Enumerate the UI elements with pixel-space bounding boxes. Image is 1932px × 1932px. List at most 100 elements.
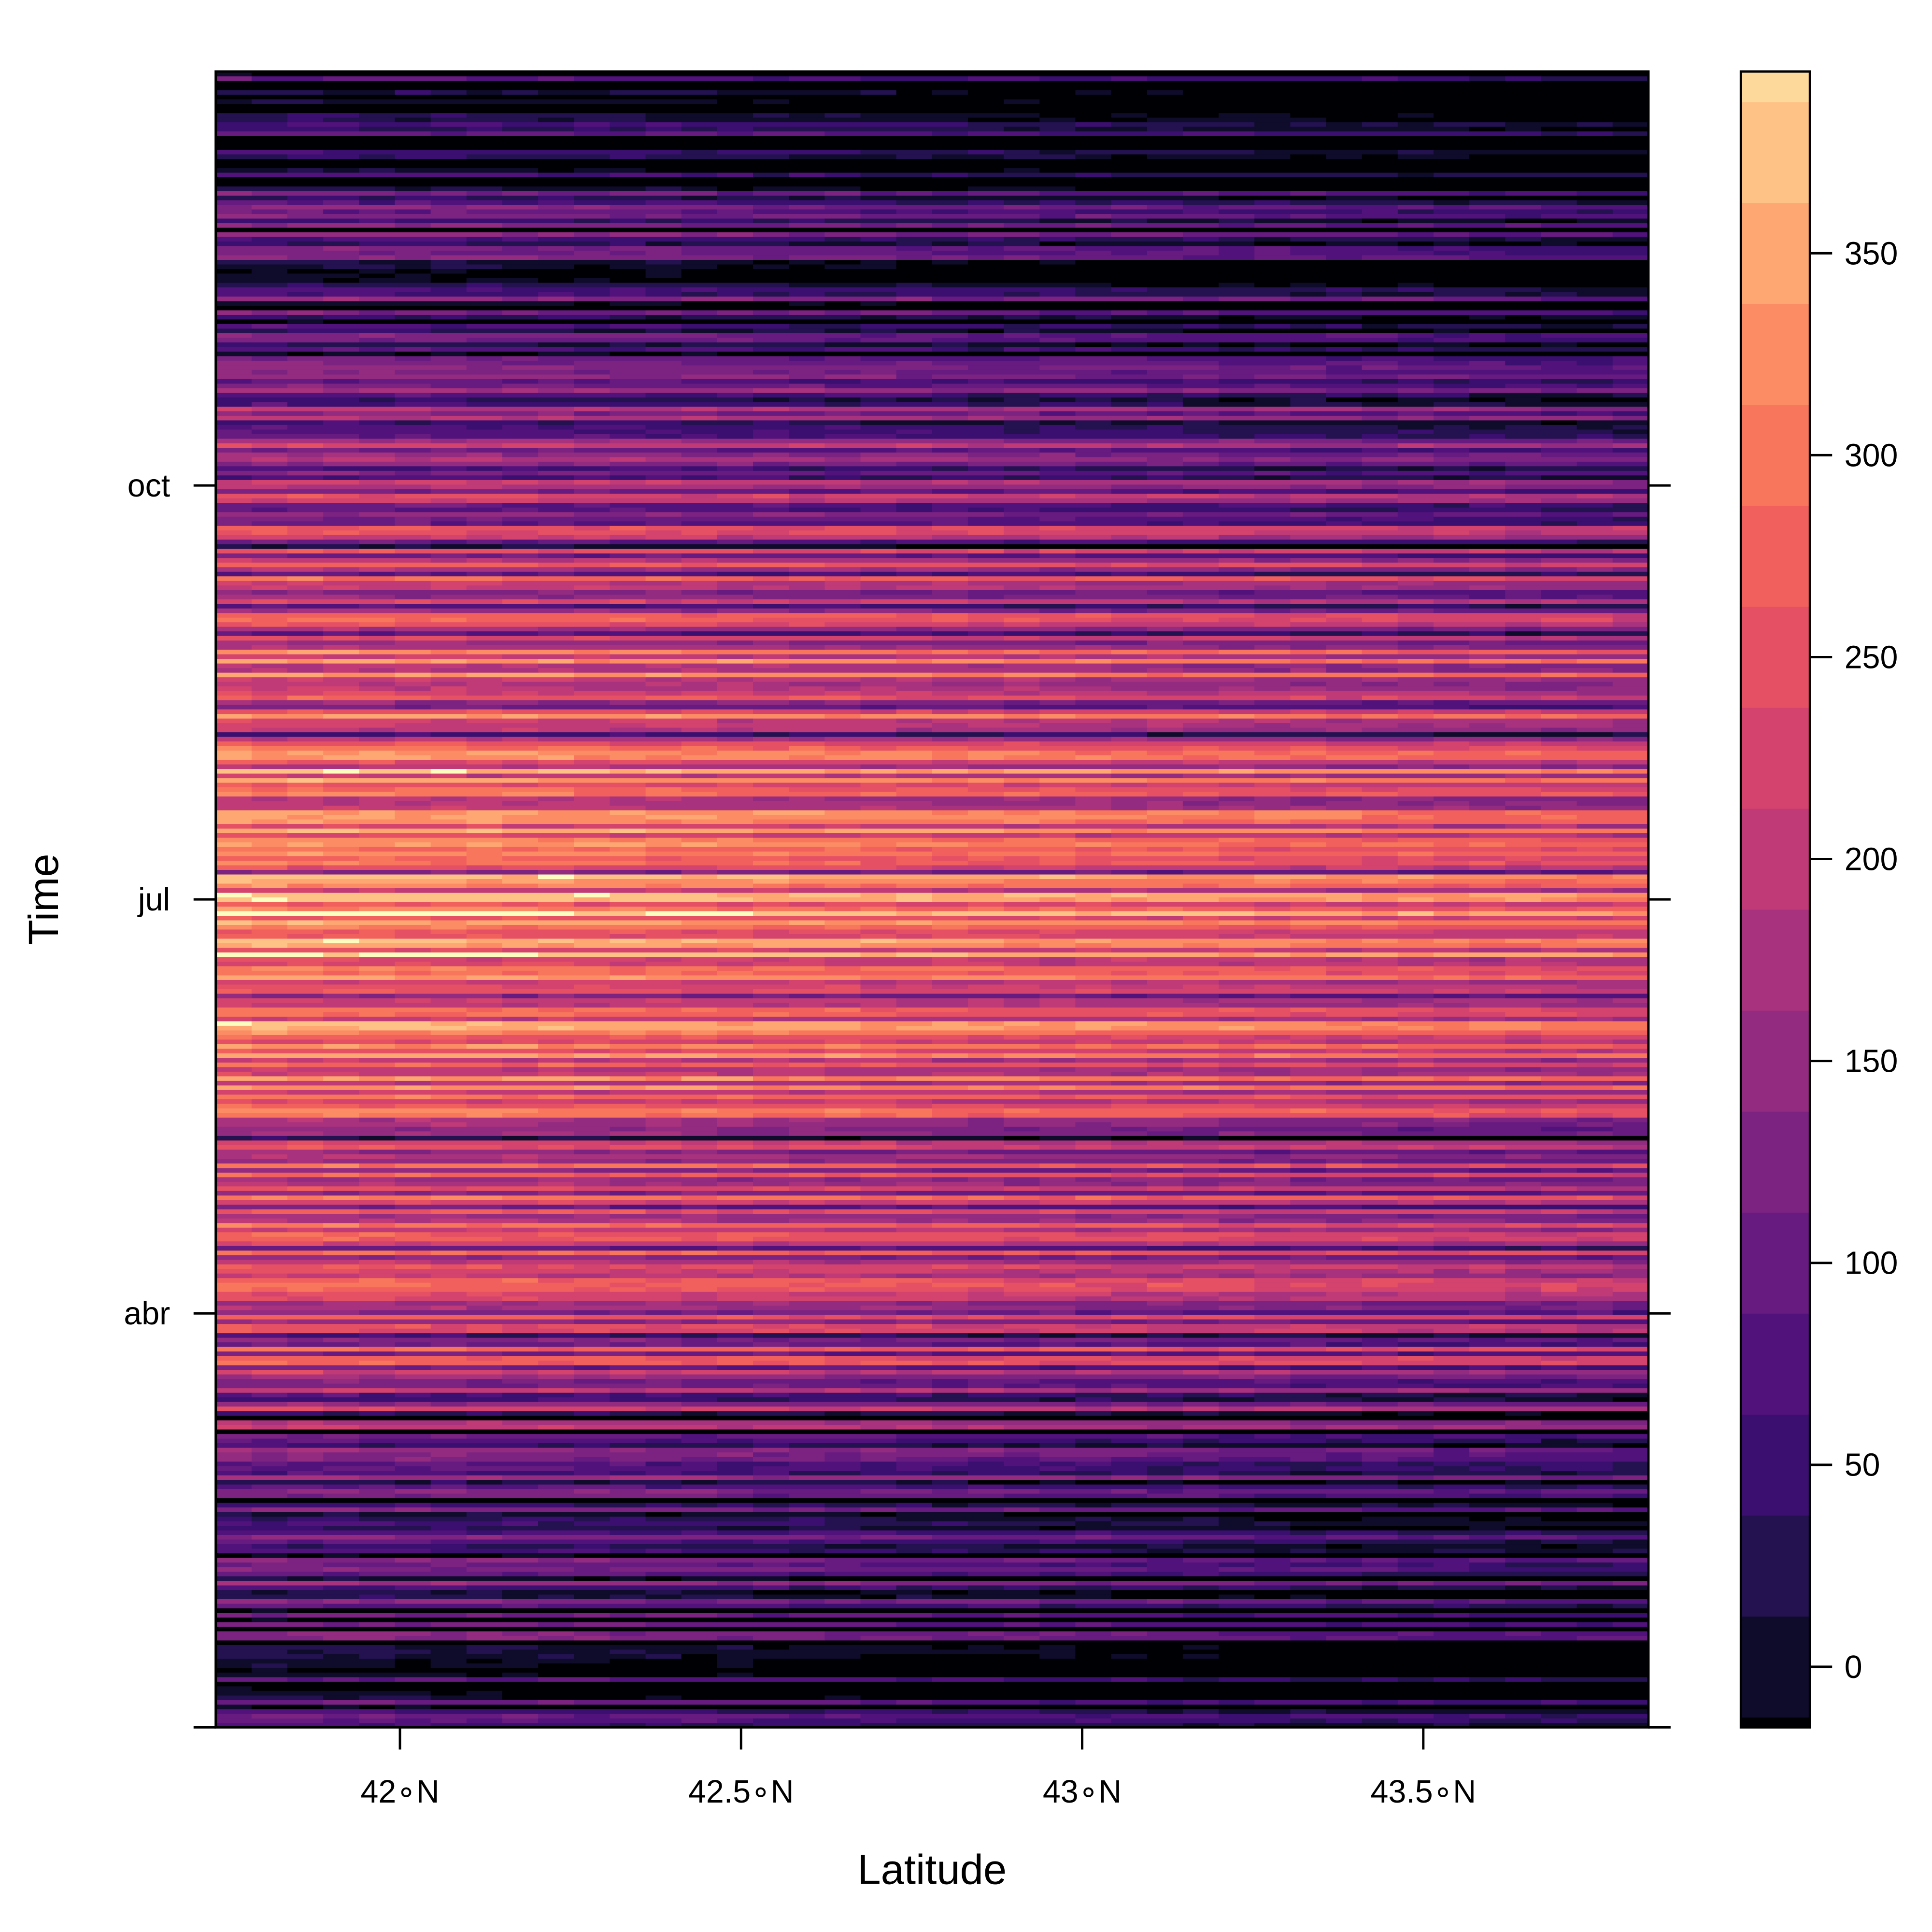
heatmap-cell — [430, 668, 539, 673]
heatmap-cell — [430, 1076, 503, 1081]
heatmap-cell — [502, 1323, 539, 1329]
heatmap-cell — [395, 1663, 431, 1668]
heatmap-cell — [1433, 1402, 1649, 1407]
heatmap-cell — [610, 938, 646, 943]
heatmap-cell — [645, 1301, 682, 1306]
heatmap-cell — [1147, 1163, 1183, 1168]
heatmap-cell — [251, 1195, 288, 1200]
heatmap-cell — [1219, 1369, 1255, 1375]
heatmap-cell — [717, 1140, 753, 1145]
heatmap-cell — [1182, 663, 1255, 668]
heatmap-cell — [1039, 1360, 1112, 1365]
heatmap-cell — [574, 1310, 611, 1315]
heatmap-cell — [860, 842, 897, 847]
heatmap-cell — [1039, 1002, 1076, 1008]
heatmap-cell — [574, 824, 789, 829]
heatmap-cell — [430, 1259, 467, 1264]
heatmap-cell — [1397, 1213, 1434, 1219]
heatmap-cell — [967, 883, 1004, 889]
heatmap-cell — [430, 773, 467, 779]
heatmap-cell — [1219, 1493, 1255, 1499]
heatmap-cell — [215, 475, 252, 480]
heatmap-cell — [574, 1594, 611, 1599]
heatmap-cell — [932, 1209, 1040, 1214]
heatmap-cell — [1039, 1443, 1076, 1448]
heatmap-cell — [215, 1493, 288, 1499]
heatmap-cell — [323, 1544, 467, 1549]
heatmap-cell — [932, 489, 1004, 494]
heatmap-cell — [860, 704, 897, 710]
heatmap-cell — [1039, 1282, 1076, 1288]
heatmap-cell — [1469, 498, 1506, 503]
heatmap-cell — [323, 636, 359, 641]
heatmap-cell — [1004, 654, 1040, 659]
heatmap-cell — [323, 626, 359, 632]
heatmap-cell — [502, 599, 539, 604]
heatmap-cell — [896, 732, 1004, 737]
heatmap-cell — [1362, 1470, 1542, 1476]
heatmap-cell — [1362, 956, 1398, 962]
heatmap-cell — [1505, 1200, 1542, 1205]
heatmap-cell — [1469, 1612, 1649, 1618]
heatmap-cell — [538, 943, 574, 948]
heatmap-cell — [1004, 1612, 1040, 1618]
heatmap-cell — [1397, 1154, 1506, 1159]
heatmap-cell — [466, 1645, 539, 1650]
heatmap-cell — [287, 819, 324, 824]
heatmap-cell — [1039, 1603, 1076, 1608]
heatmap-cell — [1397, 1342, 1470, 1347]
heatmap-cell — [323, 824, 359, 829]
heatmap-cell — [1326, 1191, 1363, 1196]
heatmap-cell — [896, 865, 933, 870]
heatmap-cell — [1577, 824, 1649, 829]
heatmap-cell — [466, 700, 539, 705]
heatmap-cell — [323, 1539, 431, 1545]
heatmap-cell — [1397, 1479, 1506, 1485]
heatmap-cell — [896, 1594, 933, 1599]
heatmap-cell — [1219, 947, 1255, 952]
heatmap-cell — [574, 1007, 646, 1012]
heatmap-cell — [896, 746, 968, 751]
heatmap-cell — [1612, 768, 1649, 774]
heatmap-cell — [1075, 906, 1148, 911]
heatmap-cell — [466, 539, 503, 544]
heatmap-cell — [1397, 810, 1506, 815]
heatmap-cell — [1075, 1562, 1112, 1567]
heatmap-cell — [932, 1314, 968, 1320]
heatmap-cell — [1433, 658, 1470, 664]
heatmap-cell — [1469, 746, 1577, 751]
heatmap-cell — [466, 1530, 503, 1535]
heatmap-cell — [1612, 1039, 1649, 1044]
heatmap-cell — [395, 732, 431, 737]
heatmap-cell — [1397, 800, 1434, 806]
heatmap-cell — [1290, 1282, 1327, 1288]
heatmap-cell — [1004, 511, 1148, 517]
heatmap-cell — [860, 1590, 933, 1595]
heatmap-cell — [251, 1039, 324, 1044]
heatmap-cell — [430, 649, 467, 654]
heatmap-cell — [574, 1566, 611, 1572]
heatmap-cell — [1505, 1328, 1542, 1334]
heatmap-cell — [395, 1654, 539, 1659]
heatmap-cell — [538, 466, 611, 471]
heatmap-cell — [466, 1347, 539, 1352]
heatmap-cell — [574, 1489, 611, 1494]
heatmap-cell — [1254, 1305, 1327, 1310]
heatmap-cell — [1219, 1131, 1255, 1136]
heatmap-cell — [717, 677, 753, 682]
heatmap-cell — [1326, 727, 1363, 733]
heatmap-cell — [251, 1071, 288, 1077]
heatmap-cell — [1541, 1200, 1649, 1205]
heatmap-cell — [251, 1374, 359, 1379]
heatmap-cell — [215, 892, 252, 898]
heatmap-cell — [1075, 1163, 1148, 1168]
heatmap-cell — [1469, 993, 1506, 998]
heatmap-cell — [466, 1525, 718, 1531]
heatmap-cell — [1075, 1209, 1219, 1214]
heatmap-cell — [1505, 1186, 1542, 1191]
heatmap-cell — [1433, 1117, 1470, 1122]
heatmap-cell — [395, 1126, 431, 1132]
heatmap-cell — [395, 1154, 503, 1159]
heatmap-cell — [1254, 901, 1291, 907]
heatmap-cell — [215, 567, 252, 572]
